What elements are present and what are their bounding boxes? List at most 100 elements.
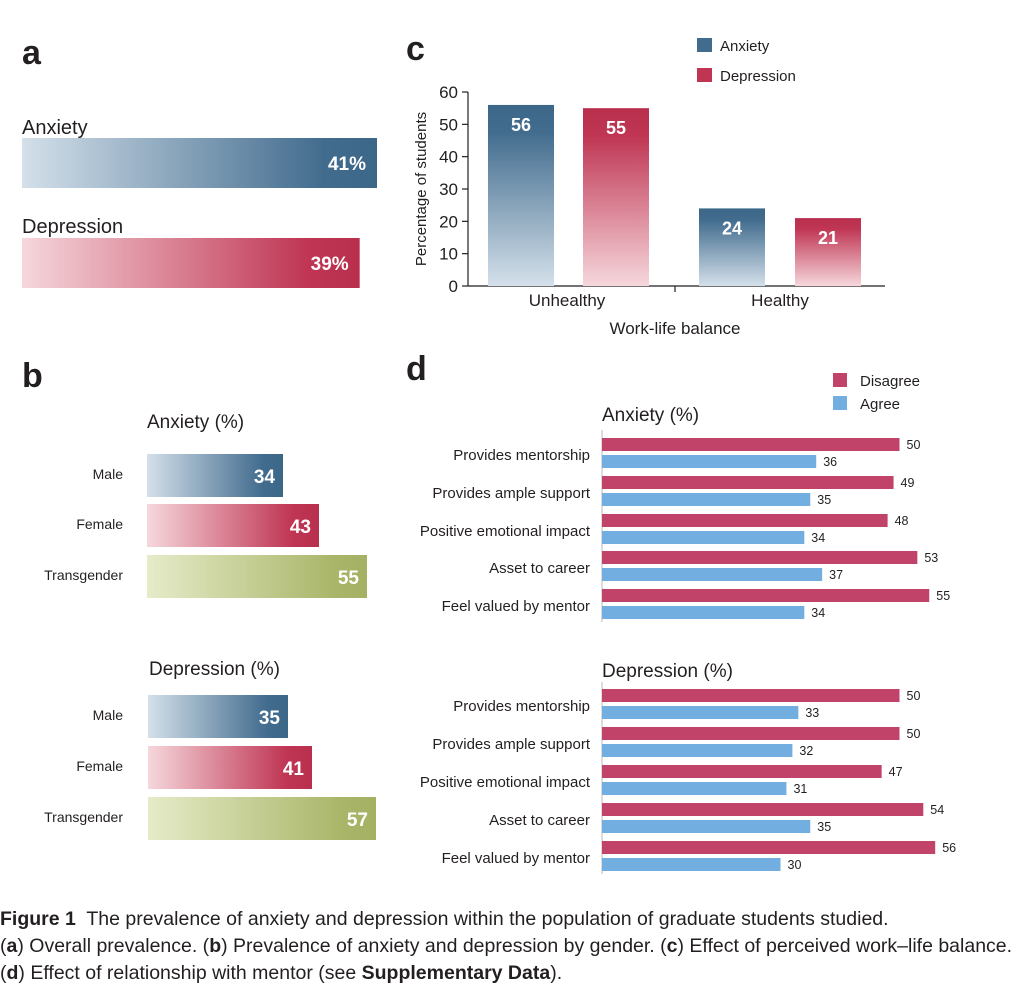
group-title-anxiety: Anxiety (%) [147,412,244,433]
caption-p1-text: ) Overall prevalence. ( [17,935,210,957]
bar-value-disagree-positive-emotional-impact: 47 [889,765,903,779]
bar-value-disagree-asset-to-career: 54 [930,803,944,817]
bar-anxiety-agree-provides-ample-support [602,493,811,506]
legend-label-agree: Agree [860,396,900,413]
bar-category-positive-emotional-impact: Positive emotional impact [420,523,591,540]
bar-anxiety-agree-feel-valued-by-mentor [602,606,805,619]
bar-anxiety-agree-asset-to-career [602,568,823,581]
caption-p2-text: ) Prevalence of anxiety and depression b… [221,935,667,957]
bar-value-agree-positive-emotional-impact: 34 [811,531,825,545]
bar-category-female: Female [76,758,123,774]
bar-value-female: 41 [283,759,305,780]
caption-letter-d: d [6,962,19,984]
bar-depression-disagree-asset-to-career [602,803,924,816]
caption-p1-open: ( [0,935,7,957]
y-tick-label-50: 50 [439,115,458,134]
bar-depression-disagree-provides-ample-support [602,727,900,740]
caption-letter-c: c [666,935,678,957]
bar-depression [22,238,360,288]
bar-category-provides-mentorship: Provides mentorship [453,698,590,715]
bar-anxiety-unhealthy [488,104,554,286]
panel-b-by-gender: Anxiety (%) Male 34 Female 43 Transgender 55 De… [44,412,376,840]
legend-swatch-disagree [833,373,847,387]
caption-figure-label: Figure 1 [0,908,76,930]
bar-anxiety-agree-positive-emotional-impact [602,531,805,544]
bar-anxiety-transgender [147,555,367,598]
panel-label-d: d [406,350,427,388]
bar-category-transgender: Transgender [44,567,123,583]
bar-anxiety-male [147,454,283,497]
bar-value-agree-provides-mentorship: 36 [823,455,837,469]
bar-value-anxiety-unhealthy: 56 [511,115,531,135]
bar-value-depression-healthy: 21 [818,228,838,248]
bar-category-provides-mentorship: Provides mentorship [453,447,590,464]
bar-value-disagree-asset-to-career: 53 [924,551,938,565]
bar-category-feel-valued-by-mentor: Feel valued by mentor [442,850,590,867]
bar-category-depression: Depression [22,216,123,238]
bar-anxiety-female [147,504,319,547]
x-tick-label-unhealthy: Unhealthy [529,291,606,310]
bar-value-disagree-provides-ample-support: 49 [901,476,915,490]
bar-value-transgender: 55 [338,568,360,589]
bar-value-female: 43 [290,517,311,538]
caption-end: ). [550,962,563,984]
bar-category-male: Male [93,707,124,723]
y-tick-label-0: 0 [449,277,458,296]
panel-label-b: b [22,357,43,395]
bar-value-agree-positive-emotional-impact: 31 [793,782,807,796]
bar-category-feel-valued-by-mentor: Feel valued by mentor [442,598,590,615]
bar-depression-agree-provides-ample-support [602,744,793,757]
bar-value-male: 35 [259,708,281,729]
bar-anxiety-disagree-provides-mentorship [602,438,900,451]
bar-anxiety-healthy [699,208,765,286]
bar-category-asset-to-career: Asset to career [489,812,590,829]
bar-value-male: 34 [254,467,276,488]
panel-c-work-life-balance: 0 10 20 30 40 50 60 Percentage of students Work-… [413,38,885,338]
y-tick-label-10: 10 [439,245,458,264]
bar-value-agree-feel-valued-by-mentor: 34 [811,606,825,620]
bar-value-agree-asset-to-career: 35 [817,820,831,834]
bar-category-positive-emotional-impact: Positive emotional impact [420,774,591,791]
caption-p3-text: ) Effect of perceived work–life balance.… [0,935,1013,984]
y-tick-label-60: 60 [439,83,458,102]
bar-value-agree-provides-ample-support: 32 [799,744,813,758]
bar-depression-agree-provides-mentorship [602,706,799,719]
bar-value-agree-feel-valued-by-mentor: 30 [788,858,802,872]
bar-value-disagree-provides-mentorship: 50 [907,438,921,452]
bar-value-anxiety: 41% [328,154,366,175]
bar-value-disagree-feel-valued-by-mentor: 55 [936,589,950,603]
legend-label-disagree: Disagree [860,373,920,390]
group-title-depression: Depression (%) [602,661,733,682]
bar-depression-disagree-positive-emotional-impact [602,765,882,778]
panel-d-mentor-relationship: Disagree Agree Anxiety (%) Provides mentors… [420,373,956,874]
bar-value-disagree-provides-ample-support: 50 [907,727,921,741]
figure-canvas: a b c d Anxiety 41% Depression 39% Anxiety … [22,30,956,874]
bar-anxiety-disagree-provides-ample-support [602,476,894,489]
bar-value-disagree-provides-mentorship: 50 [907,689,921,703]
group-title-depression: Depression (%) [149,659,280,680]
panel-label-c: c [406,30,425,68]
bar-anxiety-disagree-asset-to-career [602,551,918,564]
bar-depression-disagree-feel-valued-by-mentor [602,841,936,854]
bar-value-depression: 39% [311,254,349,275]
bar-value-agree-asset-to-career: 37 [829,568,843,582]
bar-value-depression-unhealthy: 55 [606,118,626,138]
bar-category-anxiety: Anxiety [22,117,88,139]
bar-value-disagree-positive-emotional-impact: 48 [895,514,909,528]
bar-category-provides-ample-support: Provides ample support [432,485,590,502]
bar-category-female: Female [76,516,123,532]
bar-anxiety [22,138,377,188]
bar-depression-agree-asset-to-career [602,820,811,833]
legend-label-anxiety: Anxiety [720,38,770,55]
bar-value-disagree-feel-valued-by-mentor: 56 [942,841,956,855]
bar-category-transgender: Transgender [44,809,123,825]
panel-a-overall-prevalence: Anxiety 41% Depression 39% [22,117,377,288]
bar-depression-male [148,695,288,738]
bar-category-provides-ample-support: Provides ample support [432,736,590,753]
bar-depression-unhealthy [583,108,649,287]
legend-swatch-depression [697,68,712,82]
legend-swatch-anxiety [697,38,712,52]
bar-depression-healthy [795,218,861,286]
y-axis-label: Percentage of students [413,112,430,266]
bar-value-anxiety-healthy: 24 [722,218,742,238]
